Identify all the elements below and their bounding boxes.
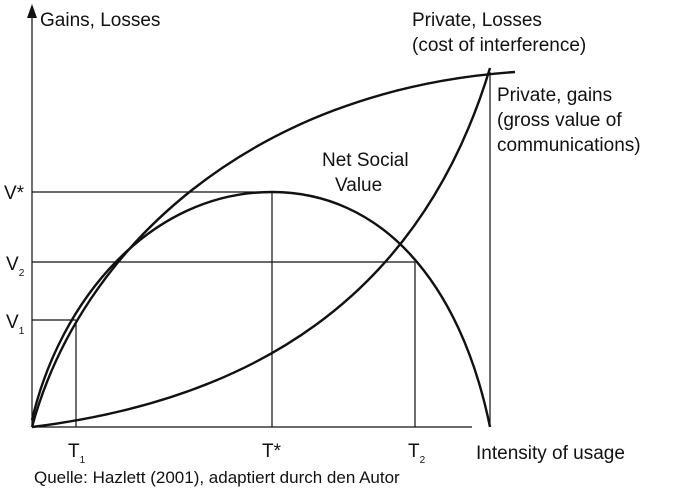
curve-label: Private, gains (497, 85, 612, 106)
curve-label: Net Social (322, 150, 409, 171)
y-axis-label: Gains, Losses (40, 10, 160, 31)
x-label: T2 (408, 441, 426, 466)
y-arrow (27, 4, 37, 18)
x-label: T1 (68, 441, 86, 466)
y-label: V2 (6, 254, 25, 279)
y-label: V* (4, 183, 25, 204)
x-axis-label: Intensity of usage (476, 443, 625, 464)
curve-label: (cost of interference) (412, 35, 586, 56)
losses-curve (31, 67, 492, 429)
curve-label: communications) (497, 135, 641, 156)
net-curve (30, 190, 492, 428)
curve-label: (gross value of (497, 110, 622, 131)
curve-label: Value (335, 175, 382, 196)
curve-label: Private, Losses (412, 10, 542, 31)
x-label: T* (262, 441, 282, 462)
gains-curve (30, 70, 516, 428)
y-label: V1 (6, 312, 25, 337)
source: Quelle: Hazlett (2001), adaptiert durch … (34, 468, 400, 487)
